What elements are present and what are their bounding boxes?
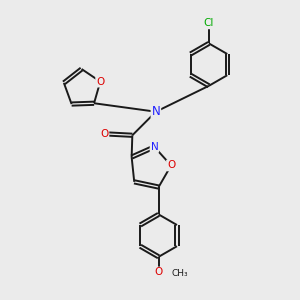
Text: CH₃: CH₃ [172, 268, 188, 278]
Text: O: O [154, 267, 163, 278]
Text: O: O [167, 160, 175, 170]
Text: O: O [96, 76, 104, 87]
Text: O: O [100, 129, 109, 139]
Text: Cl: Cl [204, 18, 214, 28]
Text: N: N [151, 142, 158, 152]
Text: N: N [152, 105, 160, 118]
